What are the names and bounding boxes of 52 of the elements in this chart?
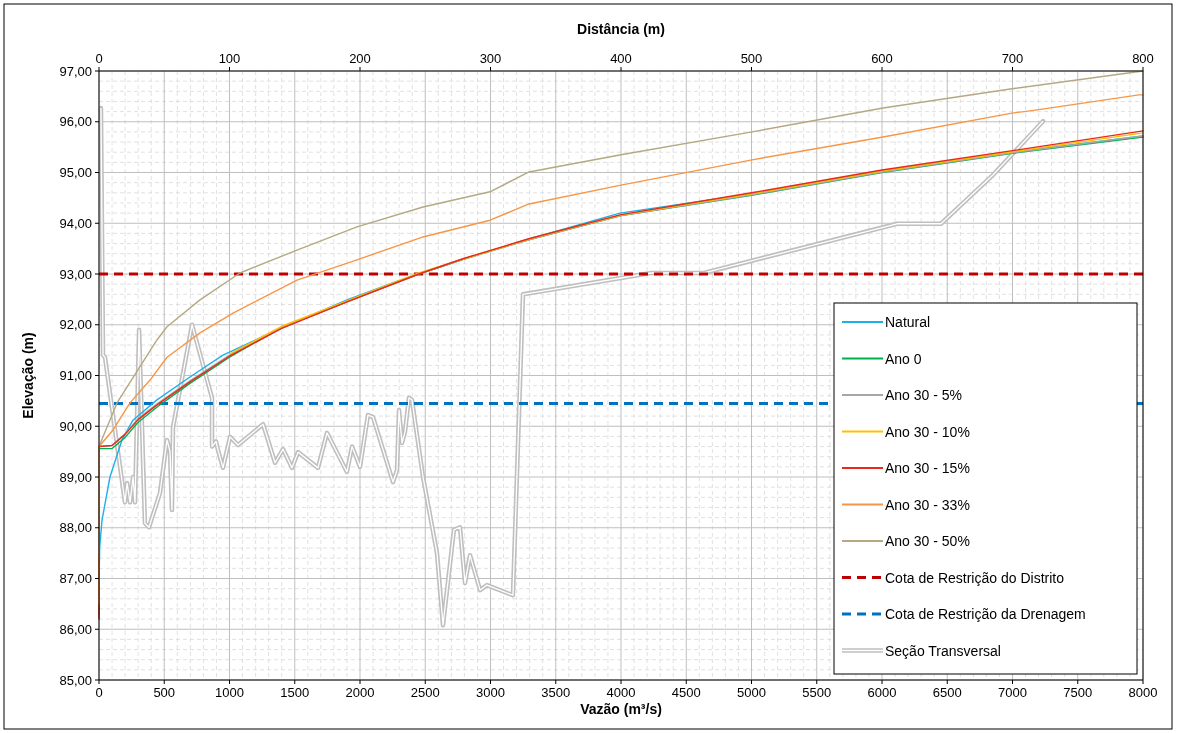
y-tick-label: 88,00 [59, 520, 92, 536]
x2-tick-label: 800 [1132, 51, 1154, 66]
x-tick-label: 3500 [541, 685, 571, 700]
x-tick-label: 7500 [1063, 685, 1093, 700]
x-tick-label: 1500 [280, 685, 310, 700]
x-tick-label: 5500 [802, 685, 832, 700]
y-tick-label: 93,00 [59, 266, 92, 282]
legend-label: Natural [885, 314, 931, 330]
x-tick-label: 2000 [345, 685, 375, 700]
legend-label: Cota de Restrição da Drenagem [885, 606, 1086, 622]
x-tick-label: 6000 [867, 685, 897, 700]
legend-label: Ano 30 - 15% [885, 460, 970, 476]
legend-label: Ano 30 - 50% [885, 533, 970, 549]
x2-tick-label: 100 [218, 51, 241, 66]
y-tick-label: 87,00 [59, 571, 92, 586]
x2-tick-label: 0 [95, 51, 103, 66]
x-tick-label: 6500 [932, 685, 962, 700]
y-tick-label: 85,00 [59, 672, 92, 688]
x-axis-title: Vazão (m³/s) [580, 701, 662, 717]
x-tick-label: 5000 [737, 685, 766, 700]
y-tick-label: 89,00 [59, 469, 92, 485]
legend-label: Ano 30 - 5% [885, 387, 963, 403]
legend-label: Cota de Restrição do Distrito [885, 569, 1065, 586]
x2-tick-label: 600 [871, 51, 893, 66]
y-tick-label: 90,00 [59, 418, 92, 434]
legend-label: Ano 0 [885, 350, 922, 367]
y-axis-title: Elevação (m) [20, 332, 36, 419]
y-tick-label: 91,00 [59, 368, 92, 383]
x-tick-label: 4000 [606, 685, 636, 700]
x2-tick-label: 500 [740, 51, 763, 66]
x-tick-label: 4500 [671, 685, 701, 700]
x2-tick-label: 200 [349, 51, 371, 66]
x-tick-label: 500 [153, 685, 176, 700]
x-tick-label: 7000 [998, 685, 1027, 700]
y-tick-label: 94,00 [59, 215, 92, 231]
x-tick-label: 0 [95, 685, 103, 700]
x-tick-label: 2500 [410, 685, 440, 700]
x-tick-label: 8000 [1128, 685, 1158, 700]
x-tick-label: 1000 [215, 685, 244, 700]
x-tick-label: 3000 [476, 685, 505, 700]
x2-tick-label: 700 [1001, 51, 1024, 66]
x2-axis-title: Distância (m) [577, 21, 665, 37]
y-tick-label: 97,00 [59, 63, 92, 79]
y-tick-label: 92,00 [59, 317, 92, 333]
legend-label: Ano 30 - 33% [885, 496, 970, 513]
x2-tick-label: 400 [610, 51, 632, 66]
x2-tick-label: 300 [479, 51, 502, 66]
y-tick-label: 95,00 [59, 165, 92, 180]
legend-label: Ano 30 - 10% [885, 423, 970, 440]
y-tick-label: 86,00 [59, 621, 92, 637]
legend-label: Seção Transversal [885, 642, 1001, 659]
y-tick-label: 96,00 [59, 114, 92, 130]
